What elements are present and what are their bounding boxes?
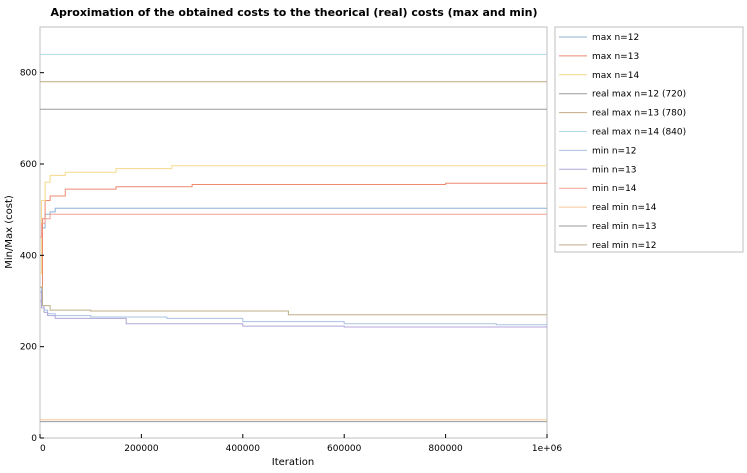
ticks-layer: 0 200000 400000 600000 800000 1e+06 0 200 400 600… <box>20 69 563 454</box>
x-tick-label-3: 600000 <box>327 444 362 454</box>
legend-label-5: real max n=14 (840) <box>592 128 686 138</box>
x-tick-label-2: 400000 <box>226 444 261 454</box>
legend-label-2: max n=14 <box>592 71 639 81</box>
legend-box <box>554 26 744 253</box>
y-tick-label-2: 400 <box>20 251 37 261</box>
legend-label-1: max n=13 <box>592 52 639 62</box>
plot-frame <box>39 26 548 439</box>
series-line-6 <box>40 286 548 327</box>
x-tick-label-5: 1e+06 <box>532 444 563 454</box>
legend-label-3: real max n=12 (720) <box>592 90 686 100</box>
series-line-0 <box>40 207 547 302</box>
legend-label-8: min n=14 <box>592 184 637 194</box>
chart-title: Aproximation of the obtained costs to th… <box>50 6 537 19</box>
legend-label-6: min n=12 <box>592 146 637 156</box>
legend-label-7: min n=13 <box>592 165 637 175</box>
series-line-1 <box>40 182 548 288</box>
x-tick-label-4: 800000 <box>428 444 463 454</box>
series-line-7 <box>40 291 548 328</box>
legend-label-4: real max n=13 (780) <box>592 109 686 119</box>
legend-label-9: real min n=14 <box>592 203 657 213</box>
series-layer <box>40 53 548 423</box>
y-tick-label-0: 0 <box>31 434 37 444</box>
legend-label-0: max n=12 <box>592 33 639 43</box>
legend-label-10: real min n=13 <box>592 222 656 232</box>
legend: max n=12 max n=13 max n=14 real max n=12 (7… <box>559 33 686 251</box>
y-tick-label-3: 600 <box>20 160 37 170</box>
y-axis-label: Min/Max (cost) <box>4 195 15 269</box>
series-line-2 <box>40 165 547 275</box>
y-tick-label-4: 800 <box>20 69 37 79</box>
y-tick-label-1: 200 <box>20 343 37 353</box>
series-line-11 <box>40 286 547 316</box>
x-tick-label-0: 0 <box>40 444 46 454</box>
legend-label-11: real min n=12 <box>592 241 656 251</box>
x-axis-label: Iteration <box>272 457 314 468</box>
x-tick-label-1: 200000 <box>124 444 159 454</box>
series-line-8 <box>40 213 547 238</box>
